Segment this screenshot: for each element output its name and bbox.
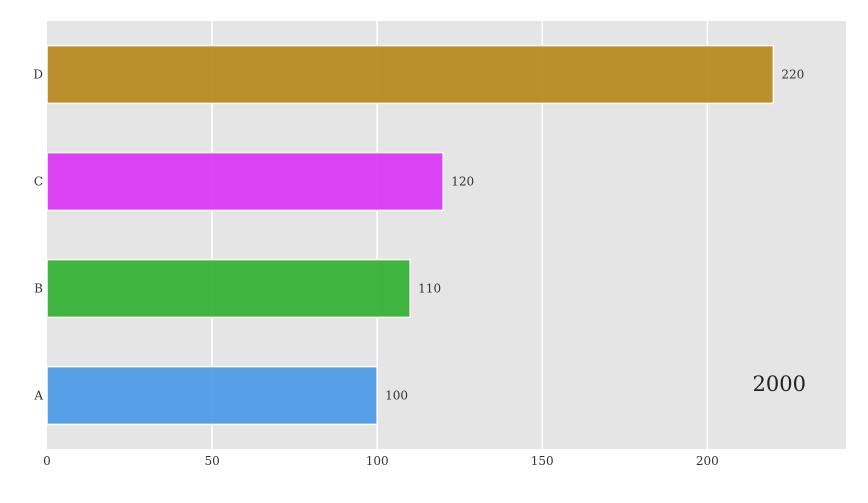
bar-C <box>46 151 444 212</box>
data-label-B: 110 <box>418 282 441 296</box>
data-label-A: 100 <box>385 389 408 403</box>
x-tick-label-0: 0 <box>43 454 51 468</box>
x-tick-label-50: 50 <box>204 454 219 468</box>
bars <box>46 44 775 426</box>
x-tick-label-150: 150 <box>531 454 554 468</box>
y-tick-label-C: C <box>34 175 43 189</box>
x-axis-ticks: 0 50 100 150 200 <box>43 454 719 468</box>
y-tick-label-A: A <box>33 389 43 403</box>
bar-D <box>46 44 775 105</box>
year-annotation: 2000 <box>753 372 806 396</box>
x-tick-label-200: 200 <box>696 454 719 468</box>
data-labels: 100 110 120 220 <box>385 68 804 403</box>
bar-B <box>46 258 411 319</box>
y-axis-ticks: A B C D <box>33 68 43 403</box>
bar-A <box>46 365 378 426</box>
data-label-D: 220 <box>781 68 804 82</box>
y-tick-label-D: D <box>33 68 43 82</box>
x-tick-label-100: 100 <box>366 454 389 468</box>
data-label-C: 120 <box>451 175 474 189</box>
y-tick-label-B: B <box>34 282 43 296</box>
